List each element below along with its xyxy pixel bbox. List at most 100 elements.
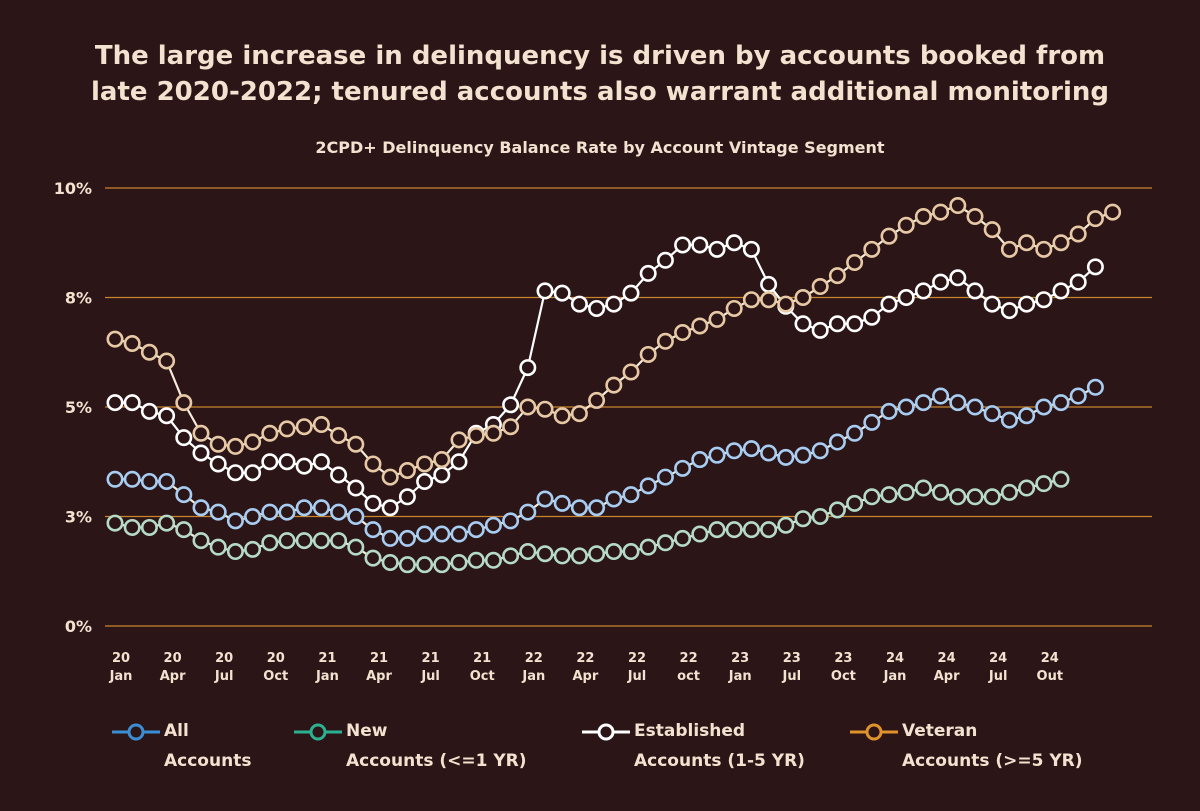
data-point-established	[1035, 291, 1053, 309]
data-point-established	[914, 282, 932, 300]
data-point-veteran	[261, 424, 279, 442]
data-point-veteran	[175, 394, 193, 412]
data-point-established	[1052, 282, 1070, 300]
title-line-1: The large increase in delinquency is dri…	[94, 41, 1106, 71]
data-point-new	[588, 545, 606, 563]
data-point-veteran	[811, 278, 829, 296]
data-point-all	[656, 468, 674, 486]
data-point-new	[605, 543, 623, 561]
data-point-veteran	[708, 310, 726, 328]
data-point-new	[674, 529, 692, 547]
data-point-all	[570, 499, 588, 517]
data-point-veteran	[381, 468, 399, 486]
series-line-established	[115, 241, 1097, 509]
data-point-new	[467, 551, 485, 569]
data-point-established	[1069, 273, 1087, 291]
data-point-all	[742, 440, 760, 458]
data-point-new	[760, 521, 778, 539]
data-point-established	[158, 407, 176, 425]
data-point-veteran	[777, 295, 795, 313]
data-point-all	[932, 387, 950, 405]
data-point-veteran	[244, 433, 262, 451]
data-point-all	[760, 444, 778, 462]
data-point-veteran	[467, 426, 485, 444]
data-point-established	[553, 284, 571, 302]
data-point-veteran	[158, 352, 176, 370]
legend-marker-veteran-icon	[850, 723, 898, 741]
data-point-new	[553, 547, 571, 565]
data-point-all	[1000, 411, 1018, 429]
data-point-veteran	[846, 253, 864, 271]
data-point-established	[811, 321, 829, 339]
data-point-all	[312, 499, 330, 517]
y-axis-ticks: 0% 3% 5% 8% 10%	[54, 179, 92, 636]
data-point-all	[158, 472, 176, 490]
data-point-veteran	[192, 424, 210, 442]
legend-label-new: New Accounts (<=1 YR)	[346, 721, 527, 771]
data-point-veteran	[914, 207, 932, 225]
data-point-veteran	[312, 416, 330, 434]
data-point-new	[725, 521, 743, 539]
data-point-veteran	[725, 299, 743, 317]
x-tick-label: 20 Jan	[109, 651, 133, 684]
data-point-new	[880, 486, 898, 504]
data-point-established	[244, 464, 262, 482]
data-point-new	[639, 538, 657, 556]
data-point-established	[949, 269, 967, 287]
x-tick-label: 20 Apr	[160, 651, 186, 684]
data-point-new	[570, 547, 588, 565]
data-point-veteran	[519, 398, 537, 416]
data-point-all	[1018, 407, 1036, 425]
data-point-all	[502, 512, 520, 530]
data-point-veteran	[1035, 240, 1053, 258]
data-point-all	[674, 459, 692, 477]
data-point-veteran	[347, 435, 365, 453]
data-point-all	[123, 470, 141, 488]
x-tick-label: 24 Apr	[934, 651, 960, 684]
data-point-all	[381, 529, 399, 547]
data-point-established	[794, 315, 812, 333]
data-point-new	[312, 532, 330, 550]
x-tick-label: 24 Jul	[988, 651, 1008, 684]
data-point-established	[863, 308, 881, 326]
data-point-established	[416, 472, 434, 490]
data-point-veteran	[484, 424, 502, 442]
data-point-all	[450, 525, 468, 543]
data-point-veteran	[295, 418, 313, 436]
data-point-all	[622, 486, 640, 504]
series-group	[106, 197, 1122, 574]
data-point-new	[226, 543, 244, 561]
series-all	[106, 378, 1104, 547]
y-tick-label: 8%	[65, 289, 92, 308]
data-point-all	[605, 490, 623, 508]
data-point-all	[1086, 378, 1104, 396]
data-point-all	[433, 525, 451, 543]
data-point-established	[674, 236, 692, 254]
data-point-new	[966, 488, 984, 506]
data-point-all	[175, 486, 193, 504]
data-point-new	[1035, 475, 1053, 493]
data-point-new	[381, 553, 399, 571]
data-point-new	[330, 532, 348, 550]
data-point-veteran	[897, 216, 915, 234]
data-point-new	[158, 514, 176, 532]
data-point-established	[742, 240, 760, 258]
data-point-veteran	[622, 363, 640, 381]
data-point-veteran	[278, 420, 296, 438]
data-point-new	[398, 556, 416, 574]
data-point-all	[1035, 398, 1053, 416]
data-point-all	[914, 394, 932, 412]
data-point-all	[416, 525, 434, 543]
data-point-veteran	[674, 324, 692, 342]
data-point-veteran	[863, 240, 881, 258]
data-point-new	[656, 534, 674, 552]
y-tick-label: 10%	[54, 179, 92, 198]
series-new	[106, 470, 1070, 574]
data-point-veteran	[828, 267, 846, 285]
data-point-all	[140, 472, 158, 490]
data-point-new	[777, 516, 795, 534]
data-point-established	[502, 396, 520, 414]
data-point-all	[209, 503, 227, 521]
